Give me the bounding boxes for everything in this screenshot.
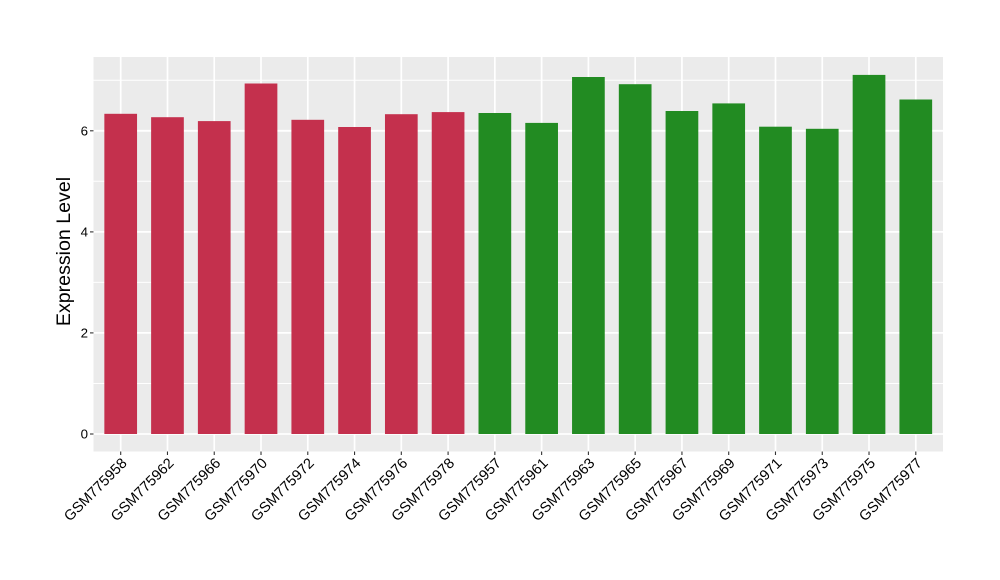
svg-text:0: 0 — [81, 427, 88, 442]
svg-text:Expression Level: Expression Level — [53, 177, 75, 326]
svg-text:6: 6 — [81, 124, 88, 139]
svg-text:4: 4 — [81, 225, 88, 240]
svg-text:2: 2 — [81, 326, 88, 341]
